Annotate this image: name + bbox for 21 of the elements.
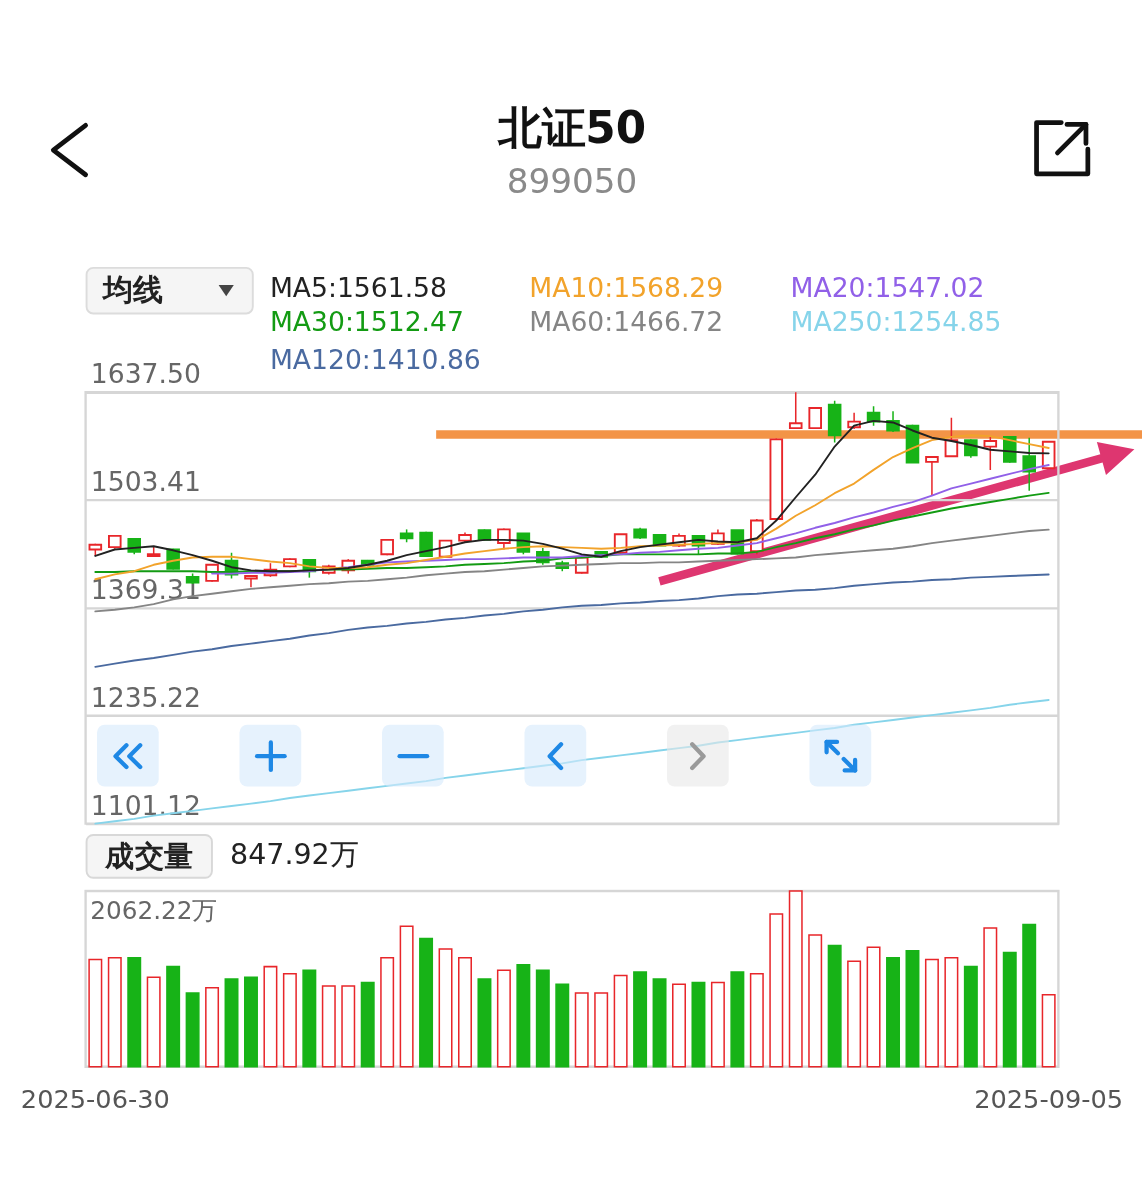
chart-title: 北证50 <box>497 102 647 154</box>
chart-title: 成交量 <box>85 834 213 879</box>
y-tick-label: 1369.31 <box>90 573 201 605</box>
chart-subtitle: 899050 <box>506 161 638 201</box>
text: 847.92万 <box>230 837 359 872</box>
dropdown: 均线 <box>85 266 254 315</box>
text: MA20:1547.02 <box>790 272 985 305</box>
text: MA120:1410.86 <box>269 343 481 376</box>
x-tick-label: 2025-06-30 <box>20 1084 170 1115</box>
text: MA250:1254.85 <box>790 305 1002 338</box>
text: MA30:1512.47 <box>269 305 464 338</box>
text: MA10:1568.29 <box>529 272 724 305</box>
y-tick-label: 1235.22 <box>90 681 201 713</box>
annotation: 2062.22万 <box>90 895 218 926</box>
y-tick-label: 1503.41 <box>90 466 201 498</box>
text: MA5:1561.58 <box>269 272 447 305</box>
y-tick-label: 1637.50 <box>90 358 201 390</box>
y-tick-label: 1101.12 <box>90 789 201 821</box>
text: MA60:1466.72 <box>529 305 724 338</box>
legend-title: 均线 <box>102 271 164 308</box>
x-tick-label: 2025-09-05 <box>974 1084 1124 1115</box>
